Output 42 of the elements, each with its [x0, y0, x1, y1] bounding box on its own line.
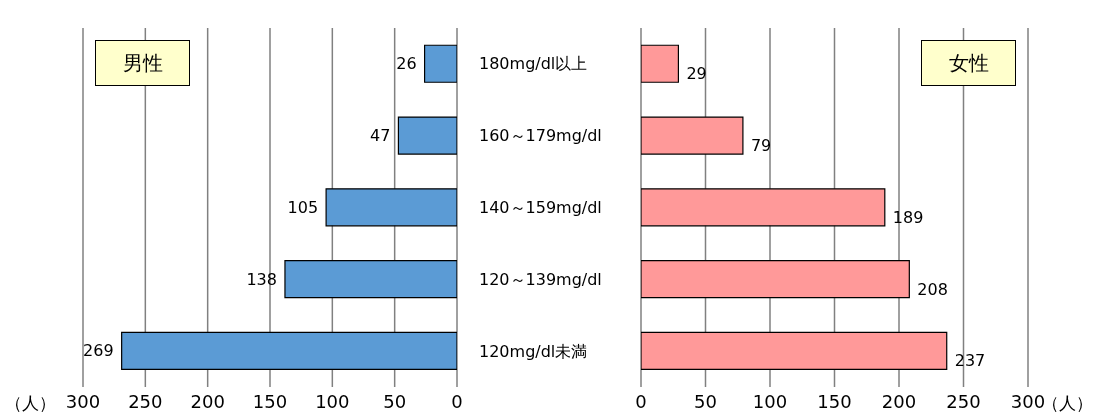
bar: [397, 116, 457, 155]
y-tick-label: 120mg/dl未満: [479, 341, 588, 361]
x-tick-label: 250: [946, 390, 981, 412]
data-label: 237: [954, 351, 986, 371]
x-tick-label: 100: [315, 390, 350, 412]
bar: [641, 116, 744, 155]
data-label: 105: [287, 197, 319, 217]
y-tick-label: 160～179mg/dl: [479, 126, 602, 146]
x-axis-title: （人）: [5, 392, 56, 415]
x-tick-label: 250: [128, 390, 163, 412]
bar: [423, 44, 457, 83]
x-tick-label: 150: [817, 390, 852, 412]
bar: [641, 44, 680, 83]
data-label: 47: [370, 126, 391, 146]
y-tick-label: 120～139mg/dl: [479, 269, 602, 289]
data-label: 29: [686, 64, 707, 84]
data-label: 138: [246, 269, 277, 289]
x-tick-label: 150: [252, 390, 288, 412]
x-tick-label: 50: [383, 390, 407, 412]
x-tick-label: 100: [752, 390, 788, 412]
bar: [325, 188, 457, 227]
data-label: 189: [892, 207, 924, 227]
bar: [641, 260, 910, 299]
bar: [284, 260, 457, 299]
x-tick-label: 0: [451, 390, 463, 412]
x-tick-label: 50: [694, 390, 717, 412]
data-label: 208: [917, 279, 948, 299]
x-tick-label: 0: [635, 390, 647, 412]
x-tick-label: 200: [881, 390, 917, 412]
bar: [641, 188, 886, 227]
bar: [641, 331, 948, 371]
x-tick-label: 300: [1010, 390, 1046, 412]
bar: [121, 331, 457, 371]
data-label: 26: [396, 54, 417, 74]
y-tick-label: 180mg/dl以上: [479, 54, 588, 74]
data-label: 269: [83, 341, 114, 361]
y-tick-label: 140～159mg/dl: [479, 198, 602, 217]
x-tick-label: 200: [190, 390, 225, 412]
text: 女性: [921, 40, 1016, 86]
x-tick-label: 300: [65, 390, 101, 412]
data-label: 79: [750, 136, 772, 156]
text: 男性: [95, 40, 190, 86]
